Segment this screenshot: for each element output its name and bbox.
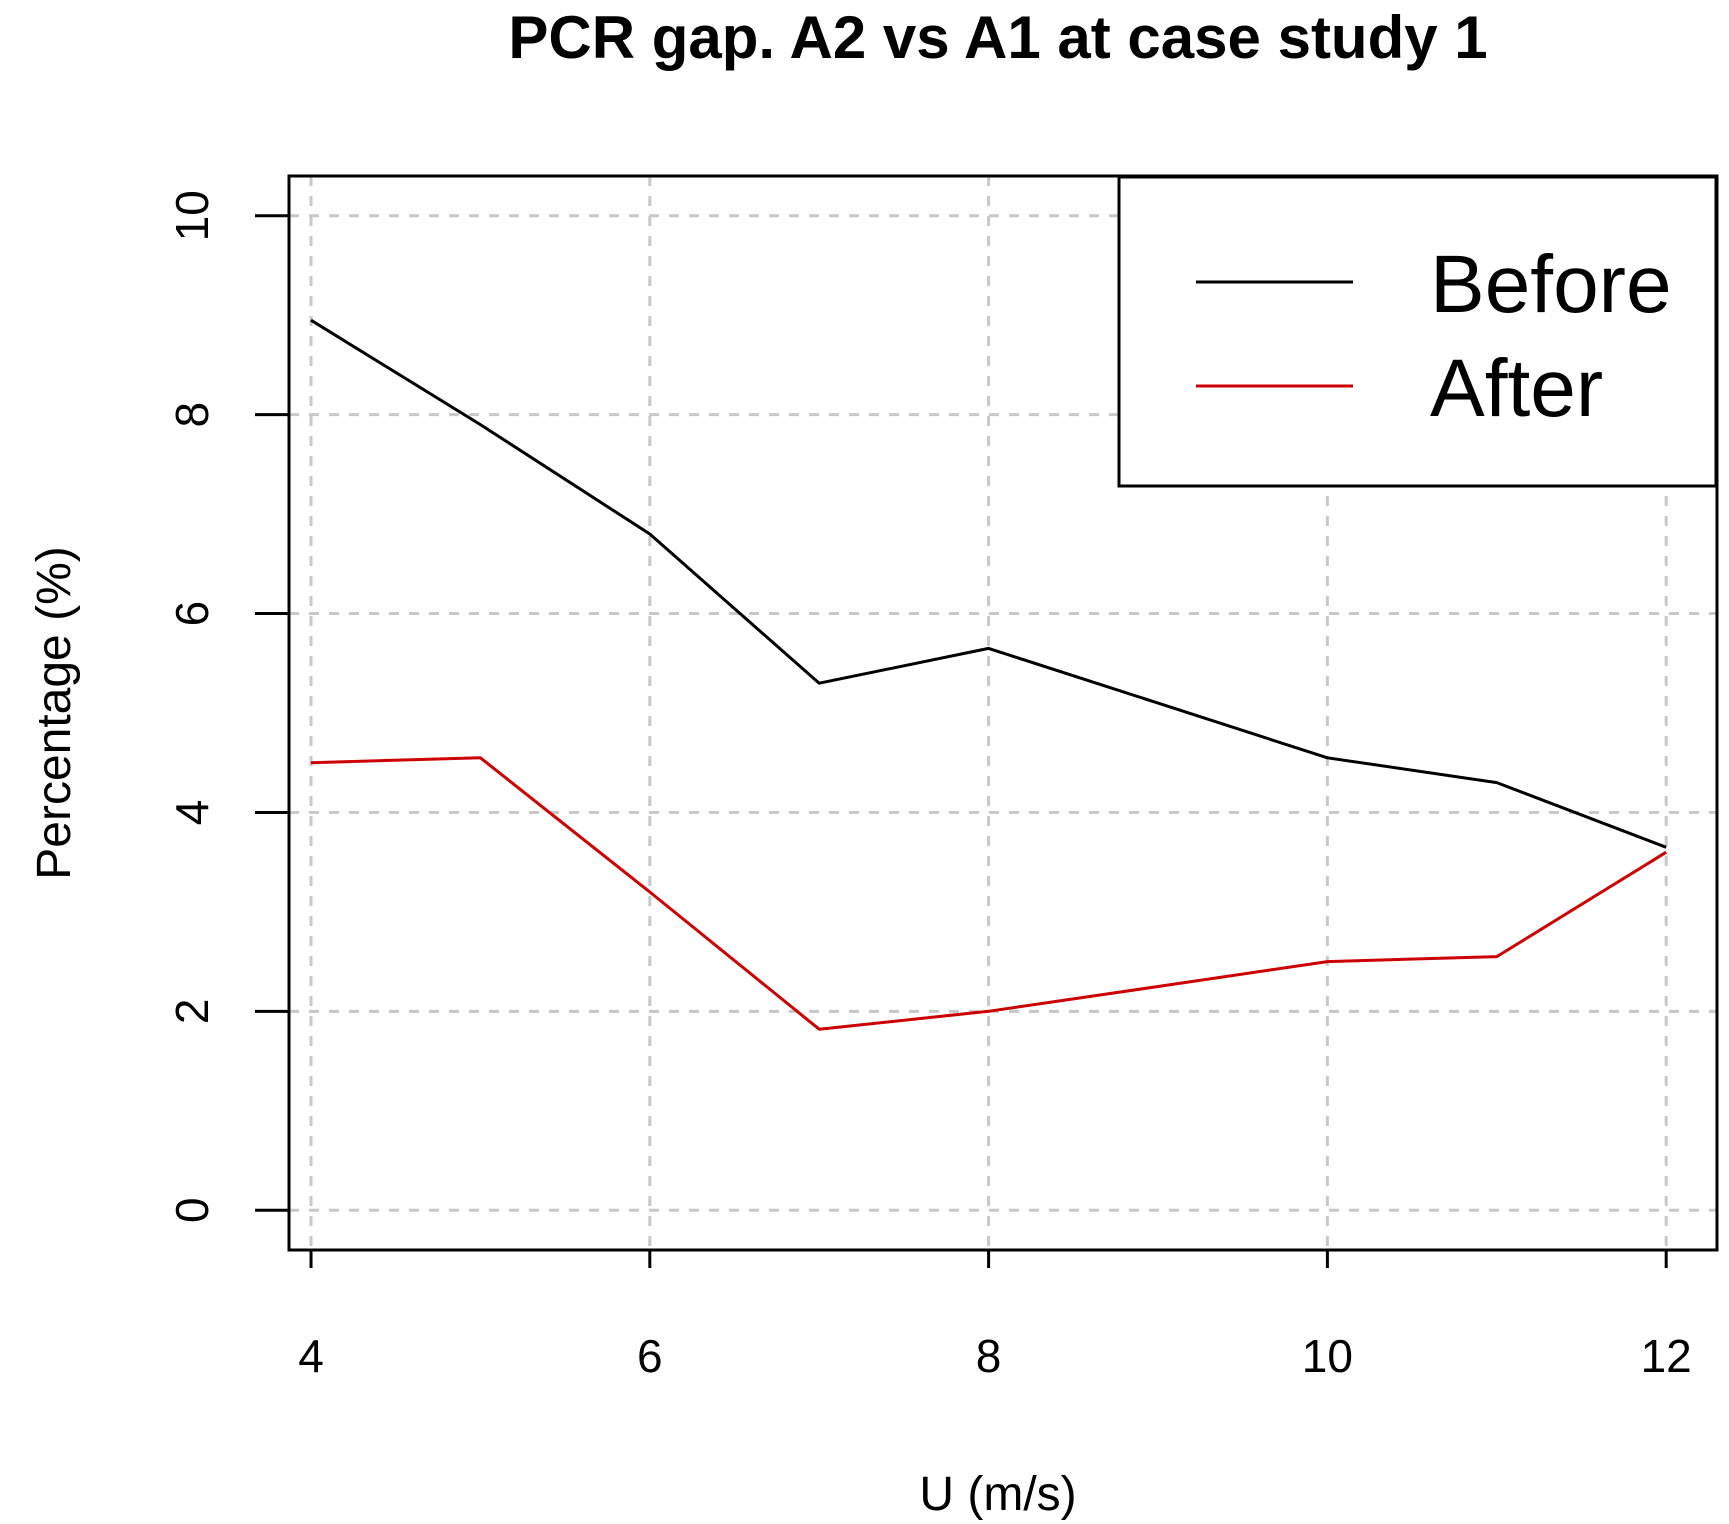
series-lines: [310, 318, 1667, 1031]
series-line-after: [310, 756, 1667, 1031]
legend: Before After: [1117, 175, 1718, 488]
x-axis: 4 6 8 10 12: [298, 1250, 1692, 1382]
legend-label-after: After: [1430, 343, 1603, 434]
x-tick-label: 4: [298, 1330, 324, 1382]
plot-frame: [287, 174, 1719, 1252]
y-tick-label: 0: [166, 1197, 218, 1223]
legend-box: [1117, 175, 1718, 488]
y-tick-label: 10: [166, 190, 218, 241]
y-axis: 0 2 4 6 8 10: [166, 190, 289, 1223]
y-tick-label: 8: [166, 402, 218, 428]
y-tick-label: 2: [166, 999, 218, 1025]
x-tick-label: 10: [1302, 1330, 1353, 1382]
x-axis-label: U (m/s): [919, 1468, 1076, 1521]
y-tick-label: 6: [166, 601, 218, 627]
y-tick-label: 4: [166, 800, 218, 826]
chart-title: PCR gap. A2 vs A1 at case study 1: [508, 4, 1487, 71]
series-line-before: [310, 318, 1667, 849]
x-tick-label: 8: [976, 1330, 1002, 1382]
y-axis-label: Percentage (%): [28, 546, 81, 880]
x-tick-label: 6: [637, 1330, 663, 1382]
x-tick-label: 12: [1641, 1330, 1692, 1382]
legend-label-before: Before: [1430, 239, 1672, 330]
